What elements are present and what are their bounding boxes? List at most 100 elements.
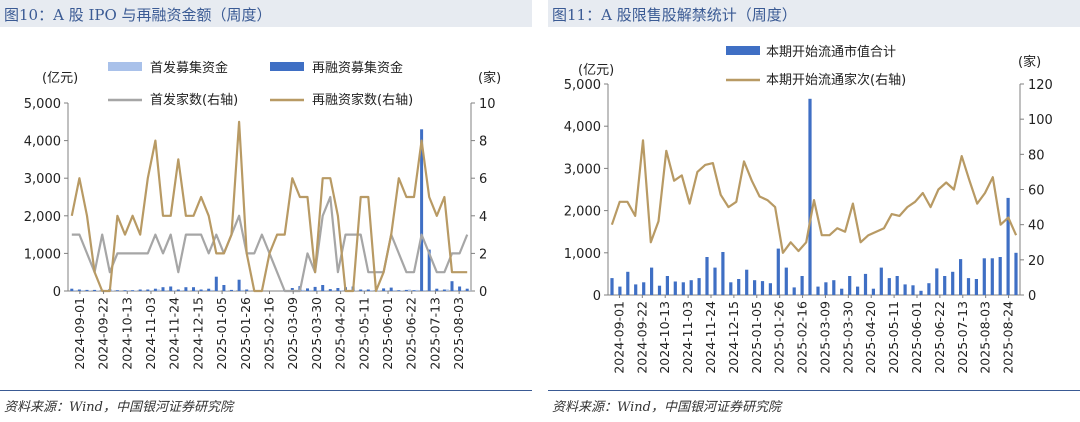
bar-market-value [990,258,994,295]
legend-swatch-refi-amount [270,62,304,71]
bar-market-value [681,282,685,295]
y-tick-label-right: 40 [1028,219,1045,234]
y-tick-label-right: 6 [479,172,487,187]
bar-market-value [760,281,765,295]
bar-refi-amount [77,289,81,291]
bar-refi-amount [328,289,332,291]
y-tick-label-right: 20 [1028,254,1045,269]
y-tick-label-left: 3,000 [564,162,601,177]
bar-market-value [776,248,780,295]
y-tick-label-right: 10 [479,97,496,112]
x-tick-label: 2025-01-05 [214,297,229,370]
y-tick-label-left: 4,000 [564,120,601,135]
bar-ipo-amount [392,290,396,291]
bar-market-value [1006,197,1010,295]
x-tick-label: 2025-06-22 [932,301,947,374]
y-tick-label-right: 0 [1028,289,1036,304]
bar-refi-amount [93,289,97,291]
bar-ipo-amount [195,289,198,291]
bar-market-value [935,268,939,295]
bar-refi-amount [290,288,294,291]
bar-market-value [705,257,709,295]
bar-refi-amount [412,290,416,291]
bar-ipo-amount [415,289,419,291]
legend-label-refi-amount: 再融资募集资金 [312,60,403,76]
source-note: 资料来源：Wind，中国银河证券研究院 [552,400,781,415]
y-tick-label-left: 2,000 [564,205,601,220]
x-tick-label: 2024-12-15 [726,301,741,374]
bar-refi-amount [176,289,180,291]
line-refi-count [70,120,468,293]
x-tick-label: 2025-02-16 [262,297,277,370]
x-tick-label: 2024-09-22 [96,297,111,370]
bar-market-value [753,280,757,295]
bar-refi-amount [184,287,188,291]
bar-ipo-amount [316,290,320,291]
bar-refi-amount [458,286,462,291]
bar-ipo-amount [210,289,214,291]
bar-refi-amount [123,290,127,291]
chart-title: 图10：A 股 IPO 与再融资金额（周度） [4,6,272,24]
bar-refi-amount [222,285,226,291]
bar-refi-amount [131,290,135,291]
x-tick-label: 2025-08-24 [1001,301,1016,374]
bar-market-value [650,267,654,295]
bar-market-value [879,267,883,295]
bar-market-value [626,271,630,295]
y-tick-label-left: 0 [53,285,61,300]
bar-market-value [745,269,749,295]
x-tick-label: 2025-01-26 [238,297,253,370]
bar-market-value [634,284,638,295]
bar-refi-amount [230,289,233,291]
x-tick-label: 2025-01-05 [749,301,764,374]
x-tick-label: 2024-11-03 [143,297,158,370]
bar-market-value [808,98,812,295]
bar-market-value [784,267,788,295]
bar-market-value [927,283,931,295]
bar-refi-amount [146,289,150,291]
bar-market-value [848,276,852,295]
bar-market-value [832,280,836,295]
y-tick-label-left: 4,000 [24,135,61,150]
bar-ipo-amount [461,290,465,291]
bar-refi-amount [199,289,203,291]
legend-label-count: 本期开始流通家次(右轴) [766,72,906,88]
y-tick-label-left: 1,000 [564,247,601,262]
x-tick-label: 2025-06-01 [380,297,395,370]
legend-swatch-ipo-amount [108,62,142,71]
bar-refi-amount [214,276,218,291]
bar-ipo-amount [339,290,343,291]
y-tick-label-right: 2 [479,247,487,262]
bar-ipo-amount [149,290,153,291]
bar-refi-amount [420,129,424,291]
y-tick-label-left: 5,000 [24,97,61,112]
x-tick-label: 2024-11-24 [703,301,718,374]
x-tick-label: 2024-09-01 [611,301,626,374]
x-tick-label: 2024-09-01 [72,297,87,370]
bar-market-value [840,288,844,295]
line-count [610,139,1018,254]
bar-refi-amount [70,288,74,291]
bar-ipo-amount [240,289,244,291]
bar-refi-amount [207,288,211,291]
bar-refi-amount [138,289,142,291]
bar-refi-amount [115,290,119,291]
x-tick-label: 2025-03-30 [309,297,324,370]
x-tick-label: 2024-10-13 [119,297,134,370]
x-tick-label: 2025-08-03 [451,297,466,370]
bar-ipo-amount [438,290,442,291]
y-tick-label-left: 0 [593,289,601,304]
bar-refi-amount [359,289,363,291]
bar-refi-amount [306,288,309,291]
x-tick-label: 2024-09-22 [634,301,649,374]
x-tick-label: 2024-12-15 [190,297,205,370]
bar-market-value [919,290,923,295]
bar-market-value [1014,252,1018,295]
bar-market-value [959,259,963,295]
x-tick-label: 2025-07-13 [427,297,442,370]
bar-refi-amount [389,287,393,291]
bar-ipo-amount [331,290,335,291]
y-axis-unit-right: (家) [478,70,501,86]
bar-ipo-amount [362,290,366,291]
y-tick-label-left: 3,000 [24,172,61,187]
